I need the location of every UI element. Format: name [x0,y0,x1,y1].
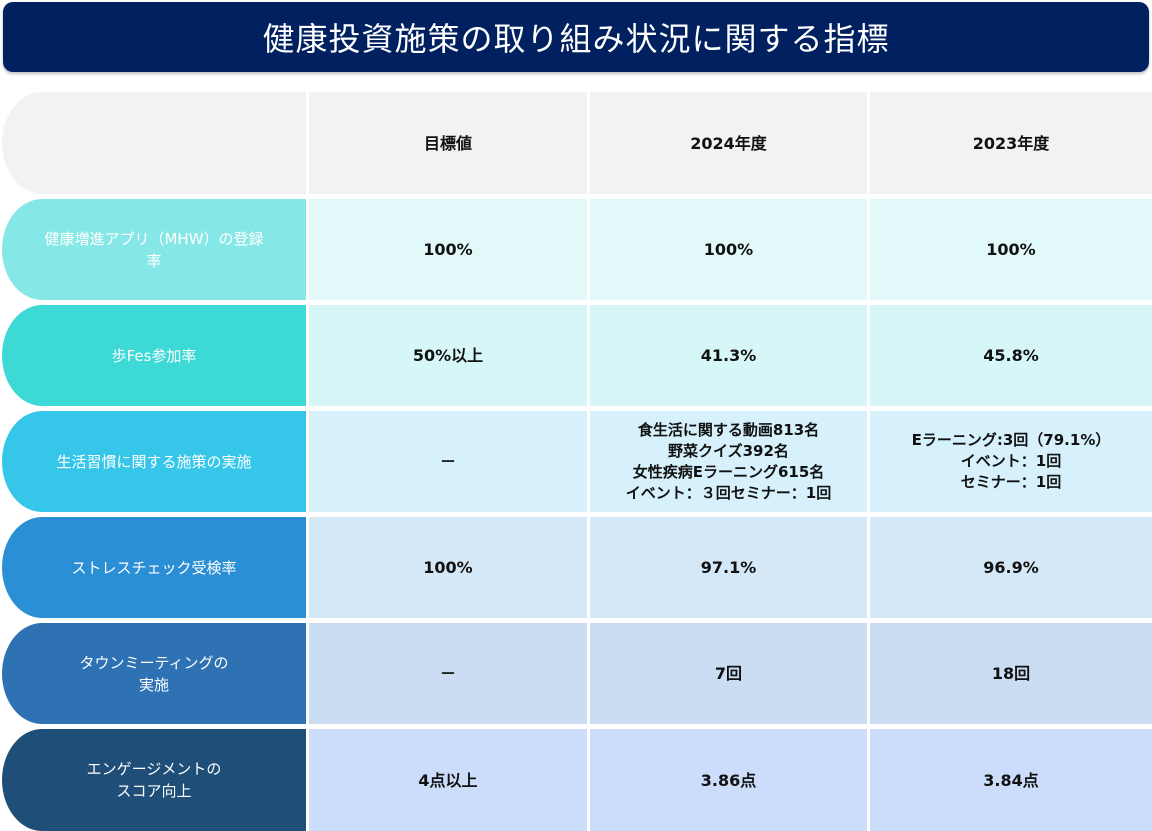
cell-fy2024: 41.3% [590,305,867,406]
cell-fy2023: 100% [870,199,1152,300]
row-label: 歩Fes参加率 [2,305,306,406]
header-row: 目標値 2024年度 2023年度 [0,92,1152,194]
row-label: ストレスチェック受検率 [2,517,306,618]
cell-target: － [309,411,587,512]
header-fy2024: 2024年度 [590,92,867,194]
table-row: タウンミーティングの 実施 － 7回 18回 [0,623,1152,724]
cell-fy2023: 18回 [870,623,1152,724]
cell-target: 50%以上 [309,305,587,406]
cell-fy2024: 食生活に関する動画813名 野菜クイズ392名 女性疾病Eラーニング615名 イ… [590,411,867,512]
cell-target: 100% [309,517,587,618]
cell-fy2023: 45.8% [870,305,1152,406]
table-row: 歩Fes参加率 50%以上 41.3% 45.8% [0,305,1152,406]
table-row: 生活習慣に関する施策の実施 － 食生活に関する動画813名 野菜クイズ392名 … [0,411,1152,512]
cell-fy2024: 3.86点 [590,729,867,831]
cell-target: － [309,623,587,724]
title-banner: 健康投資施策の取り組み状況に関する指標 [3,2,1149,72]
row-label: エンゲージメントの スコア向上 [2,729,306,831]
cell-target: 100% [309,199,587,300]
page-title: 健康投資施策の取り組み状況に関する指標 [262,20,890,58]
cell-fy2024: 100% [590,199,867,300]
cell-fy2023: 3.84点 [870,729,1152,831]
row-label: タウンミーティングの 実施 [2,623,306,724]
cell-fy2023: Eラーニング:3回（79.1%） イベント：1回 セミナー：1回 [870,411,1152,512]
cell-fy2024: 97.1% [590,517,867,618]
row-label: 生活習慣に関する施策の実施 [2,411,306,512]
header-corner-cell [2,92,306,194]
header-target: 目標値 [309,92,587,194]
cell-target: 4点以上 [309,729,587,831]
table-row: ストレスチェック受検率 100% 97.1% 96.9% [0,517,1152,618]
cell-fy2024: 7回 [590,623,867,724]
table-row: エンゲージメントの スコア向上 4点以上 3.86点 3.84点 [0,729,1152,831]
cell-fy2023: 96.9% [870,517,1152,618]
header-fy2023: 2023年度 [870,92,1152,194]
table-row: 健康増進アプリ（MHW）の登録 率 100% 100% 100% [0,199,1152,300]
row-label: 健康増進アプリ（MHW）の登録 率 [2,199,306,300]
